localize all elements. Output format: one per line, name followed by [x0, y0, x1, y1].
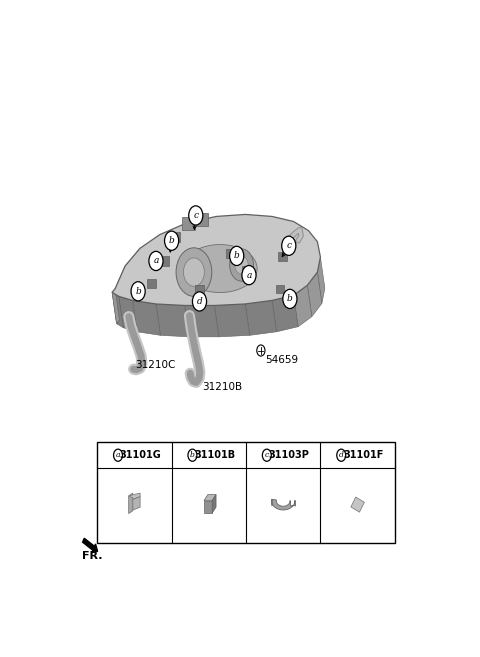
FancyBboxPatch shape — [226, 248, 236, 258]
FancyBboxPatch shape — [276, 284, 284, 293]
Polygon shape — [119, 296, 137, 332]
Polygon shape — [112, 214, 321, 306]
Text: d: d — [197, 297, 203, 306]
Circle shape — [188, 449, 197, 461]
FancyBboxPatch shape — [196, 214, 208, 225]
Text: FR.: FR. — [82, 551, 102, 561]
Circle shape — [176, 248, 212, 296]
Polygon shape — [129, 493, 140, 499]
Circle shape — [282, 236, 296, 256]
Text: 31210C: 31210C — [135, 359, 175, 370]
Text: b: b — [234, 252, 240, 260]
Circle shape — [337, 449, 346, 461]
Circle shape — [229, 249, 253, 281]
Text: c: c — [286, 241, 291, 250]
Text: 31210B: 31210B — [202, 382, 242, 392]
Circle shape — [235, 256, 248, 274]
FancyBboxPatch shape — [241, 265, 251, 275]
FancyBboxPatch shape — [278, 252, 287, 261]
Polygon shape — [129, 493, 133, 514]
Polygon shape — [112, 292, 123, 328]
Circle shape — [192, 292, 206, 311]
Text: b: b — [190, 451, 195, 459]
Circle shape — [165, 231, 179, 250]
Polygon shape — [133, 497, 140, 510]
Polygon shape — [115, 266, 130, 320]
Circle shape — [183, 258, 204, 286]
Text: d: d — [339, 451, 344, 459]
FancyBboxPatch shape — [195, 285, 204, 294]
Polygon shape — [112, 289, 120, 324]
Circle shape — [229, 246, 244, 265]
Polygon shape — [132, 300, 160, 335]
Circle shape — [283, 289, 297, 309]
Text: c: c — [193, 211, 198, 220]
Text: b: b — [135, 287, 141, 296]
Polygon shape — [204, 501, 212, 513]
Polygon shape — [215, 304, 250, 337]
FancyBboxPatch shape — [97, 442, 395, 543]
Text: 31101G: 31101G — [120, 450, 161, 460]
Polygon shape — [245, 300, 276, 335]
Text: a: a — [246, 271, 252, 280]
Polygon shape — [125, 248, 144, 298]
Polygon shape — [272, 296, 298, 332]
Polygon shape — [204, 495, 216, 501]
FancyArrow shape — [83, 538, 97, 553]
Circle shape — [131, 282, 145, 301]
Text: a: a — [116, 451, 120, 459]
Polygon shape — [212, 495, 216, 513]
Polygon shape — [272, 499, 295, 510]
Text: 31103P: 31103P — [269, 450, 310, 460]
Circle shape — [263, 449, 271, 461]
Circle shape — [114, 449, 122, 461]
Text: b: b — [287, 294, 293, 304]
Circle shape — [257, 345, 265, 356]
Polygon shape — [185, 306, 219, 337]
FancyBboxPatch shape — [159, 256, 169, 265]
Circle shape — [189, 206, 203, 225]
Text: c: c — [264, 451, 269, 459]
Text: a: a — [153, 256, 159, 265]
Polygon shape — [156, 304, 189, 337]
Text: 54659: 54659 — [265, 355, 298, 365]
FancyBboxPatch shape — [169, 232, 180, 242]
Polygon shape — [317, 257, 325, 304]
Polygon shape — [307, 272, 322, 317]
Ellipse shape — [183, 244, 257, 292]
Text: b: b — [169, 237, 174, 245]
Circle shape — [242, 265, 256, 284]
Polygon shape — [294, 285, 312, 327]
Text: 31101B: 31101B — [194, 450, 235, 460]
Circle shape — [149, 252, 163, 271]
FancyBboxPatch shape — [147, 279, 156, 288]
Text: 31101F: 31101F — [343, 450, 384, 460]
FancyBboxPatch shape — [182, 217, 195, 230]
Polygon shape — [351, 497, 364, 512]
